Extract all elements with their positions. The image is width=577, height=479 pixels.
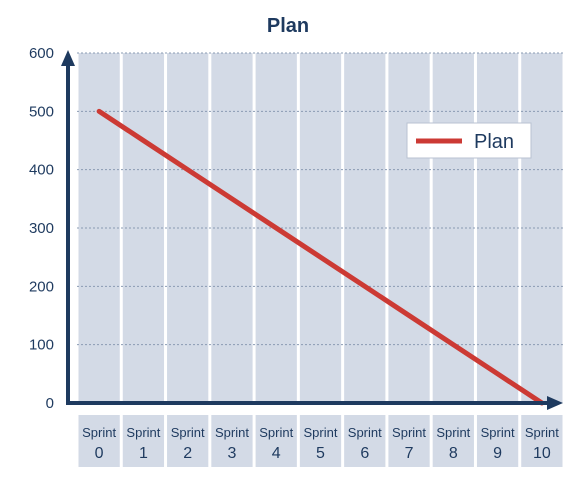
x-tick-label-number: 8: [449, 445, 458, 462]
x-tick-label-word: Sprint: [82, 425, 116, 440]
x-tick-label-word: Sprint: [171, 425, 205, 440]
x-label-band: [521, 415, 563, 467]
x-tick-label-number: 10: [533, 445, 551, 462]
x-label-band: [211, 415, 253, 467]
x-tick-label-word: Sprint: [392, 425, 426, 440]
x-tick-label-word: Sprint: [259, 425, 293, 440]
x-tick-label-number: 4: [272, 445, 281, 462]
x-label-band: [299, 415, 342, 467]
x-tick-label-number: 6: [360, 445, 369, 462]
legend-label: Plan: [474, 131, 514, 153]
gridlines: [77, 52, 564, 346]
legend: Plan: [406, 122, 532, 159]
x-label-band: [476, 415, 519, 467]
series-line-plan: [96, 108, 545, 406]
y-tick-label: 0: [46, 395, 54, 412]
x-tick-label-word: Sprint: [126, 425, 160, 440]
y-tick-label: 200: [29, 278, 54, 295]
x-tick-label-number: 5: [316, 445, 325, 462]
x-tick-label-word: Sprint: [525, 425, 559, 440]
x-label-band: [432, 415, 474, 467]
x-axis-arrow: [547, 396, 563, 410]
x-tick-label-number: 1: [139, 445, 148, 462]
x-tick-label-word: Sprint: [436, 425, 470, 440]
y-tick-label: 500: [29, 103, 54, 120]
axes: [61, 50, 563, 410]
series-group: [96, 108, 545, 406]
x-tick-label-number: 2: [183, 445, 192, 462]
x-label-band: [78, 415, 120, 467]
x-tick-label-number: 3: [228, 445, 237, 462]
x-tick-label-word: Sprint: [348, 425, 382, 440]
x-label-band: [388, 415, 430, 467]
y-tick-label: 100: [29, 337, 54, 354]
chart-title: Plan: [267, 15, 309, 37]
x-label-band: [122, 415, 165, 467]
x-label-band: [255, 415, 297, 467]
x-tick-label-number: 0: [95, 445, 104, 462]
x-tick-label-word: Sprint: [481, 425, 515, 440]
x-tick-label-number: 7: [405, 445, 414, 462]
y-tick-label: 600: [29, 45, 54, 62]
x-axis-ticks: Sprint 0 Sprint 1 Sprint 2 Sprint 3 Sprint 4 Sprin…: [82, 425, 559, 462]
x-label-band: [167, 415, 209, 467]
x-tick-label-word: Sprint: [215, 425, 249, 440]
y-axis-arrow: [61, 50, 75, 66]
y-axis-ticks: 0 100 200 300 400 500 600: [29, 45, 54, 412]
x-label-band: [344, 415, 386, 467]
y-tick-label: 300: [29, 220, 54, 237]
y-tick-label: 400: [29, 162, 54, 179]
x-tick-label-word: Sprint: [304, 425, 338, 440]
x-tick-label-number: 9: [493, 445, 502, 462]
